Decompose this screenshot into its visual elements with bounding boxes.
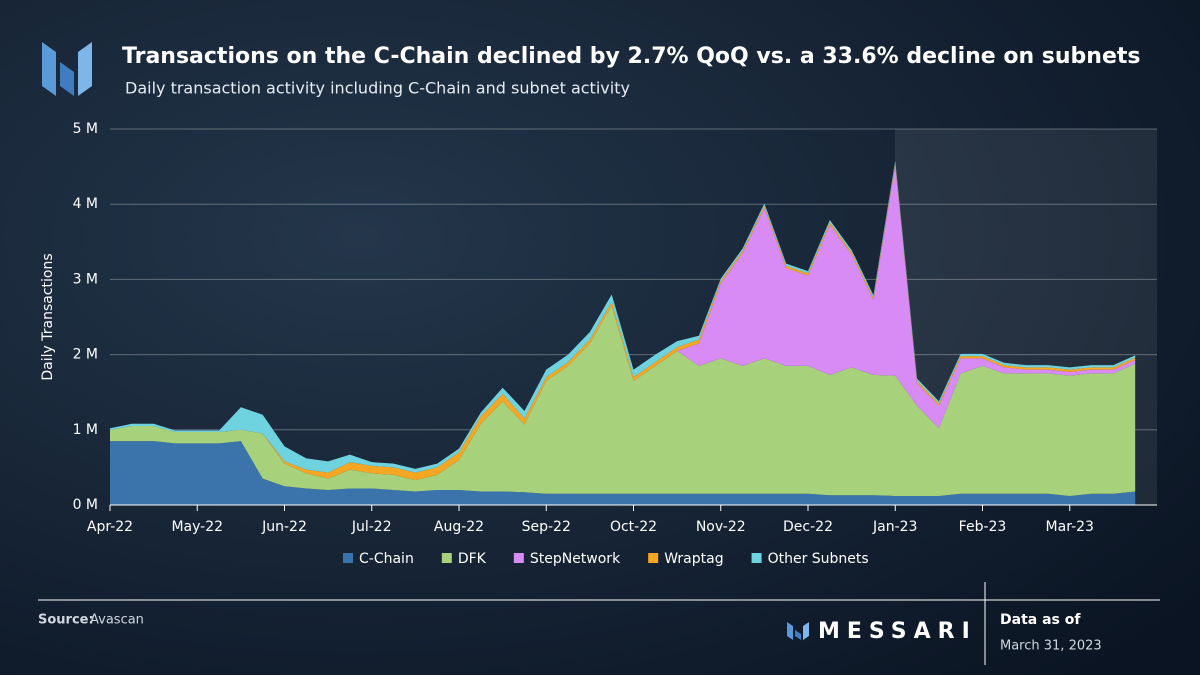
source: Avascan bbox=[90, 613, 144, 628]
y-tick-label: 3 M bbox=[73, 271, 98, 287]
x-tick-label: May-22 bbox=[171, 519, 223, 535]
legend-label: StepNetwork bbox=[530, 551, 621, 567]
y-tick-label: 5 M bbox=[73, 121, 98, 137]
date: March 31, 2023 bbox=[1000, 639, 1102, 654]
area bbox=[110, 441, 1136, 505]
x-tick-label: Oct-22 bbox=[610, 519, 657, 535]
areas bbox=[110, 160, 1136, 505]
y-axis-label: Daily Transactions bbox=[40, 253, 56, 380]
x-tick-label: Jan-23 bbox=[872, 519, 917, 535]
chart-title: Transactions on the C-Chain declined by … bbox=[122, 44, 1141, 69]
brand: MESSARI bbox=[818, 619, 977, 644]
legend-swatch bbox=[513, 553, 524, 563]
date-label: Data as of bbox=[1000, 612, 1081, 628]
area bbox=[110, 305, 1136, 496]
brand-logo bbox=[787, 622, 809, 640]
legend-label: Other Subnets bbox=[768, 551, 869, 567]
legend-label: DFK bbox=[458, 551, 487, 567]
y-tick-label: 2 M bbox=[73, 347, 98, 363]
x-tick-label: Nov-22 bbox=[696, 519, 746, 535]
legend-label: C-Chain bbox=[359, 551, 414, 567]
logo bbox=[42, 42, 92, 96]
x-tick-label: Feb-23 bbox=[959, 519, 1007, 535]
y-tick-label: 4 M bbox=[73, 196, 98, 212]
legend-label: Wraptag bbox=[664, 551, 723, 567]
legend-swatch bbox=[343, 553, 353, 563]
y-tick-label: 1 M bbox=[73, 422, 98, 438]
legend-swatch bbox=[441, 553, 452, 563]
x-tick-label: Apr-22 bbox=[87, 519, 133, 535]
x-tick-label: Sep-22 bbox=[522, 519, 571, 535]
x-tick-label: Dec-22 bbox=[783, 519, 833, 535]
x-tick-label: Mar-23 bbox=[1046, 519, 1094, 535]
source-label: Source: bbox=[38, 613, 94, 628]
x-tick-label: Aug-22 bbox=[434, 519, 484, 535]
legend: C-Chain DFK StepNetwork Wraptag Other Subnet… bbox=[343, 551, 869, 567]
y-tick-label: 0 M bbox=[73, 497, 98, 513]
legend-swatch bbox=[751, 553, 762, 563]
chart-subtitle: Daily transaction activity including C-C… bbox=[125, 79, 630, 98]
x-tick-label: Jul-22 bbox=[351, 519, 392, 535]
x-tick-label: Jun-22 bbox=[261, 519, 307, 535]
legend-swatch bbox=[648, 553, 659, 563]
